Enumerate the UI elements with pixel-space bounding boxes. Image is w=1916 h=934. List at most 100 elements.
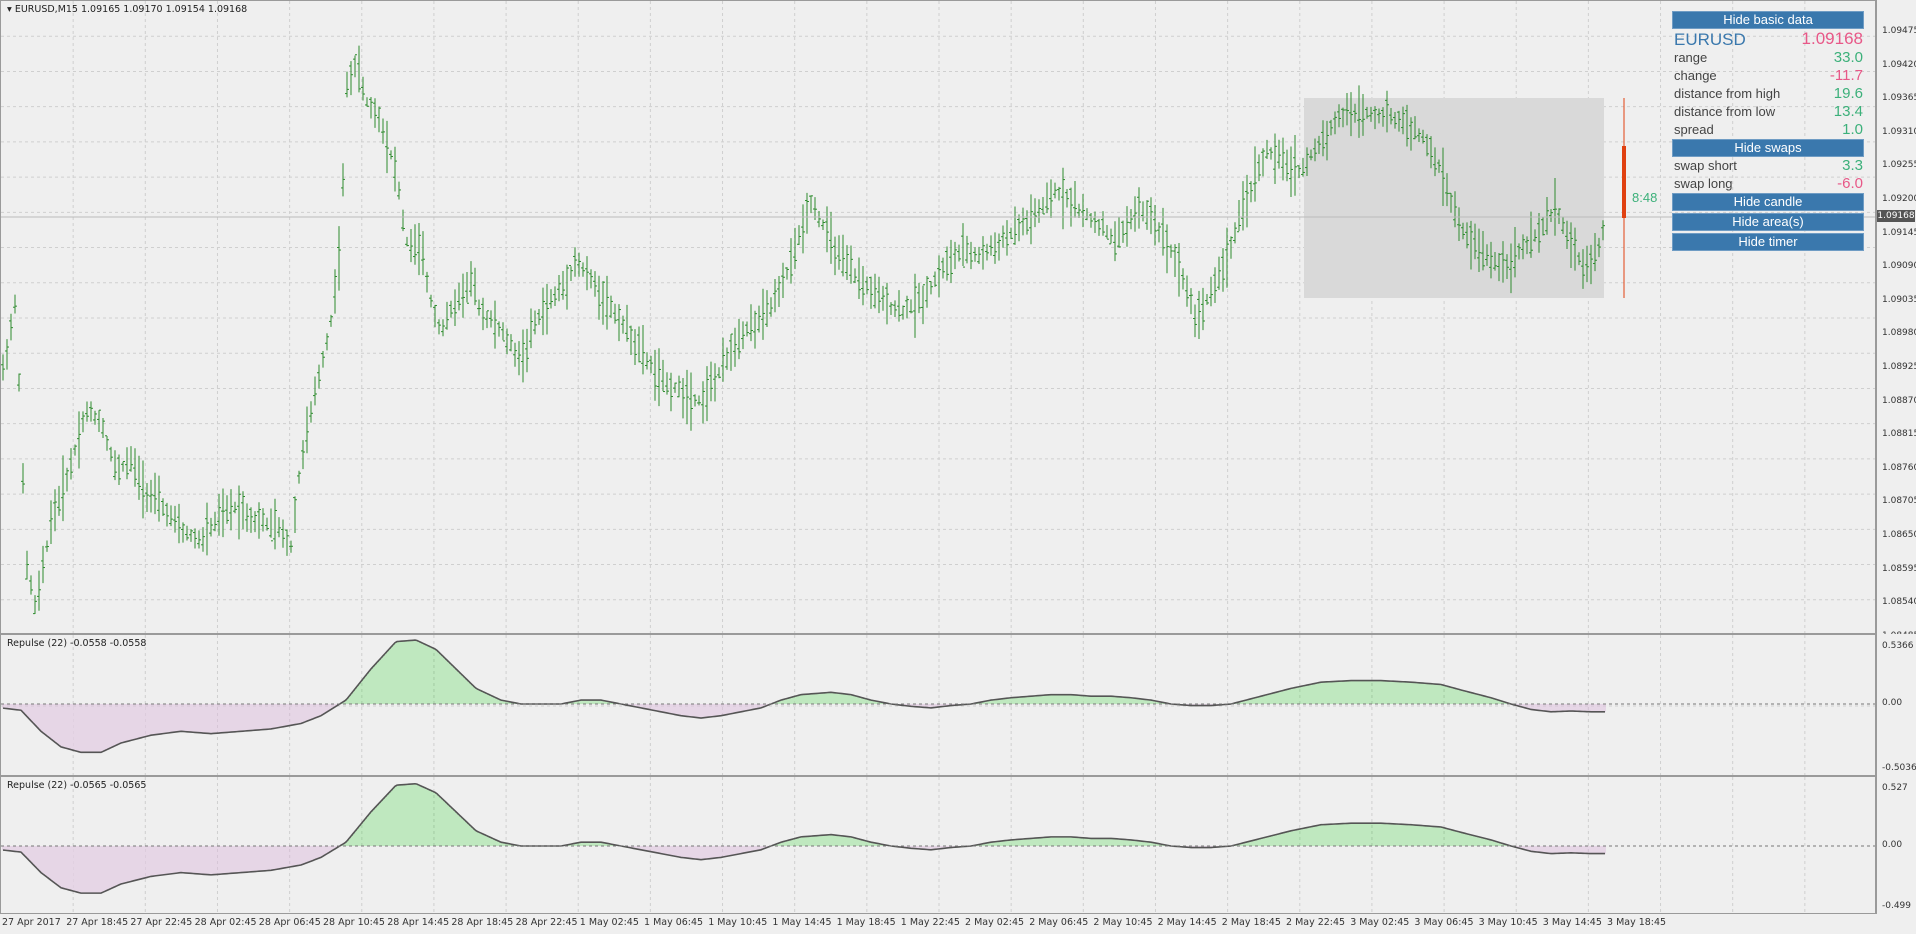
time-tick: 1 May 06:45	[644, 917, 704, 928]
chart-title-text: EURUSD,M15 1.09165 1.09170 1.09154 1.091…	[14, 4, 248, 15]
info-row-range: range 33.0	[1672, 49, 1865, 67]
price-tick: 1.08595	[1882, 563, 1916, 574]
hide-timer-button[interactable]: Hide timer	[1672, 233, 1864, 251]
price-tick: 1.09255	[1882, 160, 1916, 171]
info-row-value: 13.4	[1833, 103, 1863, 120]
time-tick: 1 May 18:45	[836, 917, 896, 928]
time-tick: 2 May 02:45	[965, 917, 1025, 928]
indicator-svg-1	[1, 635, 1875, 775]
time-tick: 28 Apr 18:45	[451, 917, 514, 928]
price-tick: 1.08815	[1882, 429, 1916, 440]
indicator-tick: -0.5036	[1882, 763, 1916, 773]
indicator-tick: 0.00	[1882, 840, 1903, 850]
candle-timer: 8:48	[1632, 190, 1658, 205]
price-tick: 1.09200	[1882, 194, 1916, 204]
info-panel: Hide basic data EURUSD 1.09168 range 33.0…	[1672, 11, 1865, 251]
price-tick: 1.08980	[1882, 328, 1916, 339]
time-tick: 3 May 10:45	[1478, 917, 1538, 928]
info-row-label: swap long	[1674, 176, 1733, 191]
symbol-row: EURUSD 1.09168	[1672, 29, 1865, 49]
time-tick: 2 May 10:45	[1093, 917, 1153, 928]
time-tick: 27 Apr 2017	[2, 917, 61, 928]
time-tick: 1 May 10:45	[708, 917, 768, 928]
info-row-change: change -11.7	[1672, 67, 1865, 85]
info-row-value: 3.3	[1842, 157, 1863, 174]
price-tick: 1.09310	[1882, 126, 1916, 137]
time-tick: 1 May 02:45	[579, 917, 639, 928]
current-price-tag: 1.09168	[1877, 210, 1915, 222]
time-tick: 28 Apr 22:45	[515, 917, 578, 928]
hide-candle-button[interactable]: Hide candle	[1672, 193, 1864, 211]
info-row-label: spread	[1674, 122, 1714, 137]
price-scale[interactable]: 1.09475 1.09420 1.09365 1.09310 1.09255 1.092…	[1876, 0, 1916, 641]
time-axis: 27 Apr 2017 27 Apr 18:45 27 Apr 22:45 28 Ap…	[0, 914, 1916, 934]
price-tick: 1.08650	[1882, 530, 1916, 540]
info-row-value: 33.0	[1833, 49, 1863, 66]
indicator-scale-2: 0.527 0.00 -0.499	[1876, 776, 1916, 914]
time-tick: 27 Apr 22:45	[130, 917, 193, 928]
price-tick: 1.08540	[1882, 597, 1916, 608]
info-row-swap-long: swap long -6.0	[1672, 175, 1865, 193]
time-tick: 3 May 02:45	[1350, 917, 1410, 928]
time-tick: 3 May 18:45	[1607, 917, 1667, 928]
indicator-scale-1: 0.5366 0.00 -0.5036	[1876, 634, 1916, 776]
collapse-icon[interactable]: ▾	[7, 4, 12, 15]
price-tick: 1.09420	[1882, 59, 1916, 70]
oscillator-line	[2, 639, 1605, 754]
price-tick: 1.08925	[1882, 362, 1916, 372]
info-row-label: change	[1674, 68, 1717, 83]
hide-areas-button[interactable]: Hide area(s)	[1672, 213, 1864, 231]
info-row-label: distance from low	[1674, 104, 1776, 119]
price-tick: 1.09145	[1882, 227, 1916, 238]
time-tick: 28 Apr 06:45	[258, 917, 321, 928]
time-tick: 2 May 06:45	[1029, 917, 1089, 928]
info-row-label: range	[1674, 50, 1708, 65]
info-row-value: -11.7	[1829, 67, 1863, 84]
chart-title: ▾ EURUSD,M15 1.09165 1.09170 1.09154 1.0…	[7, 4, 247, 15]
range-area	[1304, 98, 1604, 298]
indicator-tick: 0.527	[1882, 783, 1908, 793]
info-row-label: distance from high	[1674, 86, 1781, 101]
price-tick: 1.09035	[1882, 294, 1916, 305]
time-tick: 28 Apr 10:45	[323, 917, 385, 928]
time-tick: 28 Apr 14:45	[387, 917, 450, 928]
time-tick: 1 May 14:45	[772, 917, 832, 928]
basic-data-rows: range 33.0 change -11.7 distance from high 19…	[1672, 49, 1865, 139]
indicator-title-2: Repulse (22) -0.0565 -0.0565	[7, 780, 147, 791]
hide-swaps-button[interactable]: Hide swaps	[1672, 139, 1864, 157]
oscillator-line	[2, 782, 1605, 894]
indicator-tick: 0.00	[1882, 698, 1903, 708]
indicator-title-1: Repulse (22) -0.0558 -0.0558	[7, 638, 147, 649]
price-chart-pane[interactable]: ▾ EURUSD,M15 1.09165 1.09170 1.09154 1.0…	[0, 0, 1876, 634]
timer-candle-body	[1622, 146, 1626, 218]
time-tick: 3 May 14:45	[1542, 917, 1602, 928]
repulse-indicator-pane-2[interactable]: Repulse (22) -0.0565 -0.0565	[0, 776, 1876, 914]
price-tick: 1.09475	[1882, 26, 1916, 36]
time-tick: 2 May 14:45	[1157, 917, 1217, 928]
price-tick: 1.08705	[1882, 496, 1916, 507]
time-tick: 28 Apr 02:45	[194, 917, 257, 928]
info-row-label: swap short	[1674, 158, 1737, 173]
info-row-value: 19.6	[1833, 85, 1863, 102]
price-tick: 1.09365	[1882, 93, 1916, 104]
indicator-tick: 0.5366	[1882, 641, 1914, 651]
price-tick: 1.08870	[1882, 395, 1916, 406]
time-tick: 2 May 22:45	[1286, 917, 1346, 928]
time-tick: 2 May 18:45	[1221, 917, 1281, 928]
swap-rows: swap short 3.3 swap long -6.0	[1672, 157, 1865, 193]
time-tick: 27 Apr 18:45	[66, 917, 129, 928]
hide-basic-data-button[interactable]: Hide basic data	[1672, 11, 1864, 29]
info-row-value: -6.0	[1837, 175, 1863, 192]
price-tick: 1.09090	[1882, 261, 1916, 272]
info-row-value: 1.0	[1842, 121, 1863, 138]
info-row-swap-short: swap short 3.3	[1672, 157, 1865, 175]
info-row-spread: spread 1.0	[1672, 121, 1865, 139]
price-chart-svg	[1, 1, 1875, 633]
price-tick: 1.08760	[1882, 462, 1916, 473]
time-tick: 1 May 22:45	[900, 917, 960, 928]
repulse-indicator-pane-1[interactable]: Repulse (22) -0.0558 -0.0558	[0, 634, 1876, 776]
time-tick: 3 May 06:45	[1414, 917, 1474, 928]
info-row-distance-from-high: distance from high 19.6	[1672, 85, 1865, 103]
indicator-tick: -0.499	[1882, 901, 1912, 911]
info-row-distance-from-low: distance from low 13.4	[1672, 103, 1865, 121]
